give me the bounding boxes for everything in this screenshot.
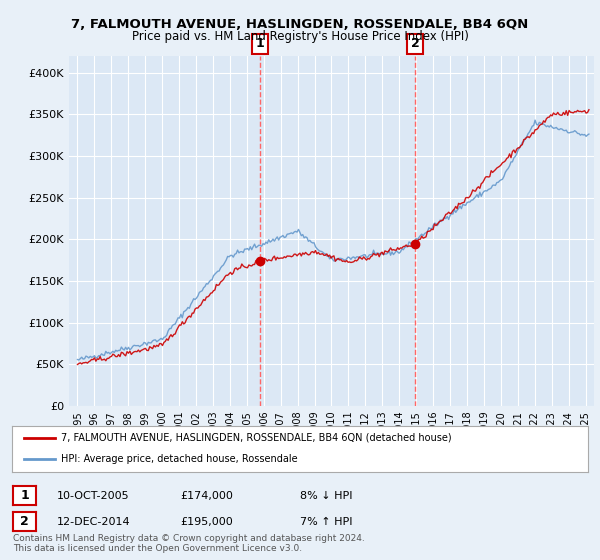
Text: Price paid vs. HM Land Registry's House Price Index (HPI): Price paid vs. HM Land Registry's House …	[131, 30, 469, 43]
Text: 2: 2	[20, 515, 29, 529]
Text: Contains HM Land Registry data © Crown copyright and database right 2024.
This d: Contains HM Land Registry data © Crown c…	[13, 534, 365, 553]
Text: 7, FALMOUTH AVENUE, HASLINGDEN, ROSSENDALE, BB4 6QN: 7, FALMOUTH AVENUE, HASLINGDEN, ROSSENDA…	[71, 18, 529, 31]
Text: 8% ↓ HPI: 8% ↓ HPI	[300, 491, 353, 501]
Text: 12-DEC-2014: 12-DEC-2014	[57, 517, 131, 527]
Text: HPI: Average price, detached house, Rossendale: HPI: Average price, detached house, Ross…	[61, 454, 298, 464]
Text: £195,000: £195,000	[180, 517, 233, 527]
Text: 10-OCT-2005: 10-OCT-2005	[57, 491, 130, 501]
Text: 1: 1	[20, 489, 29, 502]
Text: 1: 1	[256, 38, 265, 50]
Text: 7% ↑ HPI: 7% ↑ HPI	[300, 517, 353, 527]
Text: 2: 2	[411, 38, 420, 50]
Text: 7, FALMOUTH AVENUE, HASLINGDEN, ROSSENDALE, BB4 6QN (detached house): 7, FALMOUTH AVENUE, HASLINGDEN, ROSSENDA…	[61, 433, 452, 443]
Text: £174,000: £174,000	[180, 491, 233, 501]
